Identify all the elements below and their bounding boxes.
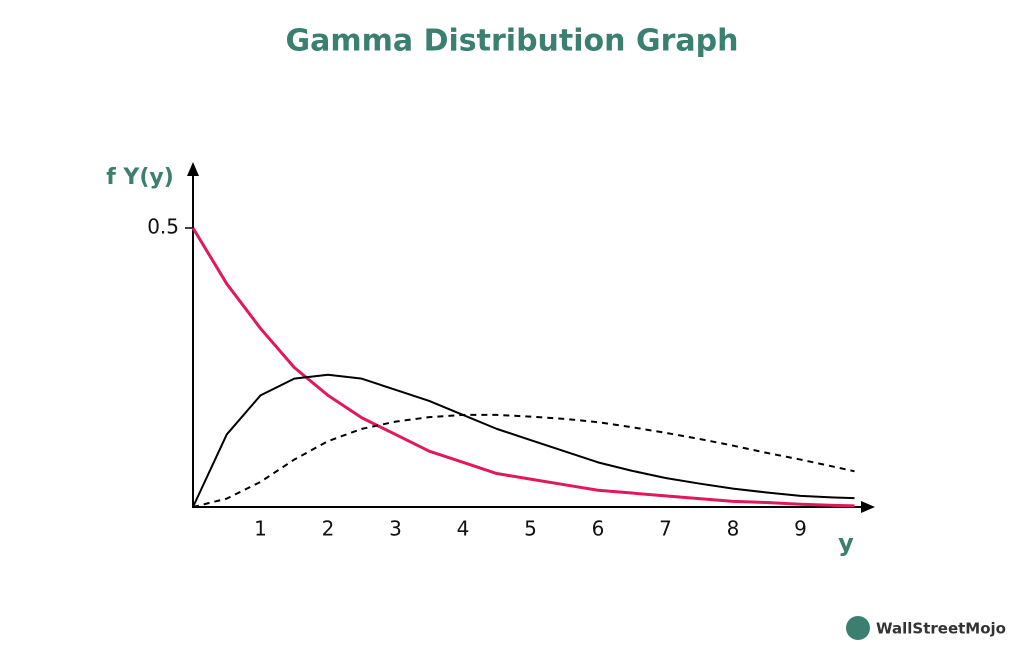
- x-axis-arrow: [861, 501, 875, 513]
- x-tick-label: 5: [524, 517, 537, 541]
- y-tick-label: 0.5: [147, 215, 179, 239]
- series-line: [192, 413, 855, 508]
- x-tick-label: 1: [254, 517, 267, 541]
- x-axis-label: y: [838, 529, 854, 557]
- y-axis-arrow: [187, 162, 199, 176]
- logo-icon: [846, 616, 870, 640]
- x-tick-label: 4: [457, 517, 470, 541]
- y-axis-label: f Y(y): [106, 165, 174, 190]
- x-tick-label: 2: [322, 517, 335, 541]
- x-tick-label: 9: [794, 517, 807, 541]
- x-tick-label: 6: [592, 517, 605, 541]
- brand-name: WallStreetMojo: [876, 620, 1006, 638]
- x-tick-label: 3: [389, 517, 402, 541]
- x-tick-label: 8: [727, 517, 740, 541]
- series-line: [192, 373, 855, 508]
- series-line: [191, 227, 855, 508]
- brand-logo: WallStreetMojo: [846, 616, 1006, 640]
- chart-title: Gamma Distribution Graph: [286, 24, 739, 59]
- x-tick-label: 7: [659, 517, 672, 541]
